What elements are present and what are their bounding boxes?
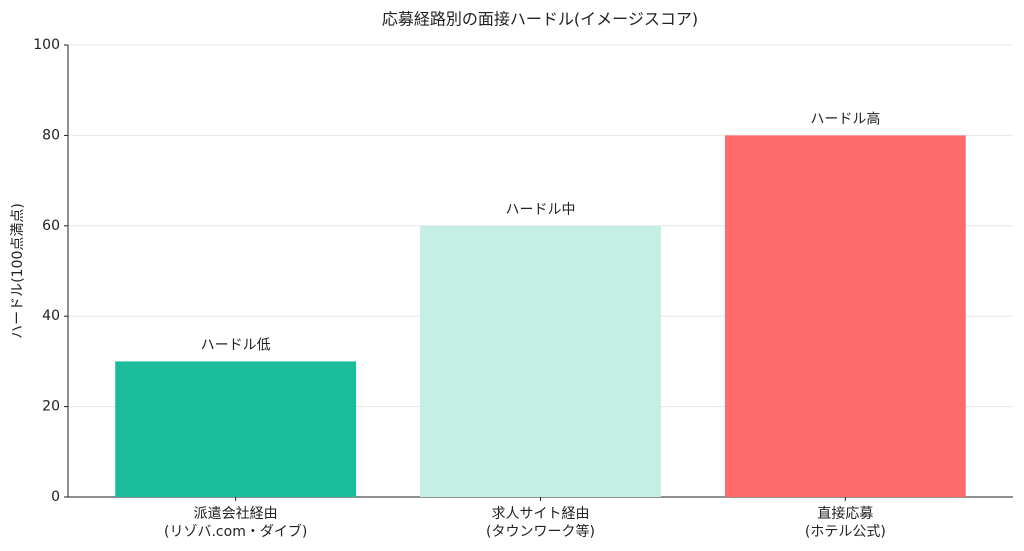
- y-tick-label: 0: [51, 489, 60, 505]
- x-tick-label: 直接応募 (ホテル公式): [804, 506, 886, 540]
- y-tick-label: 40: [42, 308, 60, 324]
- x-tick-label: 派遣会社経由 (リゾバ.com・ダイブ): [164, 506, 308, 540]
- y-tick-label: 100: [33, 37, 60, 53]
- bar: [420, 225, 661, 498]
- chart-title: 応募経路別の面接ハードル(イメージスコア): [382, 10, 698, 29]
- bar-annotation: ハードル中: [506, 202, 576, 218]
- y-tick-label: 60: [42, 218, 60, 234]
- x-tick-label: 求人サイト経由 (タウンワーク等): [486, 506, 595, 540]
- bar: [724, 135, 966, 497]
- bar: [115, 361, 357, 497]
- y-axis-label: ハードル(100点満点): [10, 203, 26, 339]
- y-tick-label: 20: [42, 399, 60, 415]
- bar-annotation: ハードル高: [810, 110, 880, 127]
- y-tick-label: 80: [42, 127, 60, 143]
- bar-annotation: ハードル低: [201, 337, 271, 353]
